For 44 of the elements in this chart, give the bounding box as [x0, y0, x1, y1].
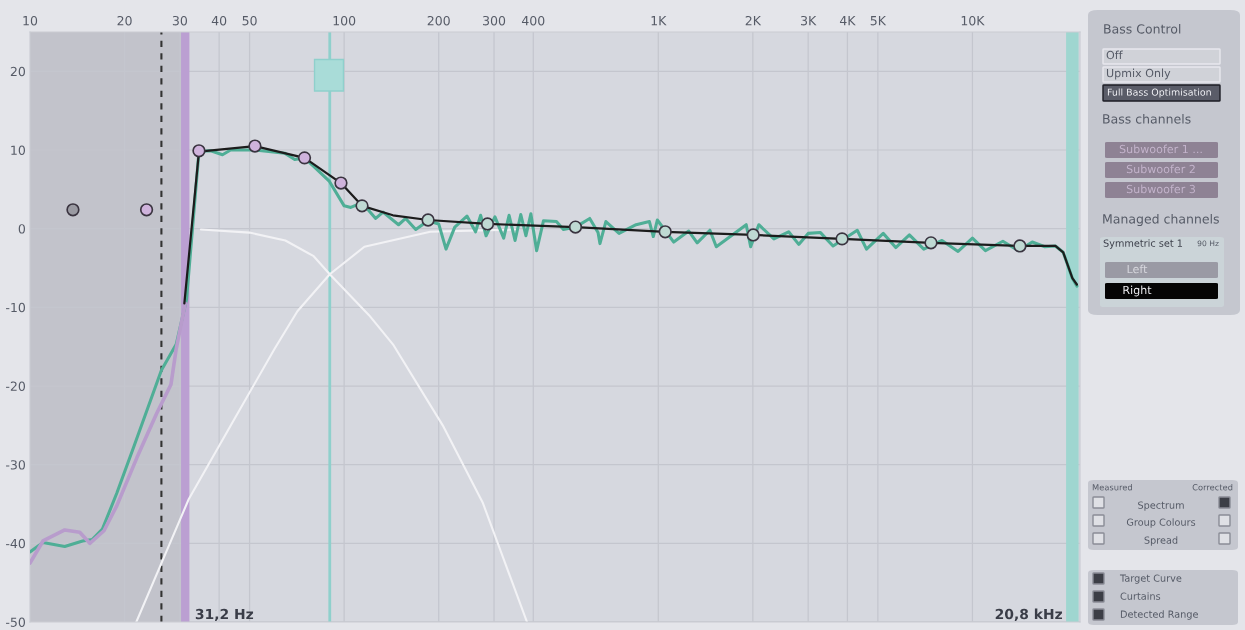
x-tick-label: 200 [427, 15, 450, 26]
y-tick-label: 20 [10, 66, 25, 77]
x-tick-label: 3K [801, 15, 817, 26]
y-tick-label: -50 [6, 617, 25, 627]
text: Target Curve [1119, 574, 1182, 584]
x-tick-label: 300 [483, 15, 506, 26]
x-tick-label: 400 [521, 15, 545, 26]
x-tick-label: 10K [961, 15, 985, 26]
ref-line-label: 31,2 Hz [195, 608, 254, 622]
x-tick-label: 4K [839, 16, 856, 26]
x-tick-label: 5K [870, 16, 887, 26]
text: Symmetric set 1 [1103, 239, 1183, 249]
text: Corrected [1192, 483, 1233, 491]
y-tick-label: 0 [18, 224, 25, 234]
text: Subwoofer 2 [1126, 164, 1195, 174]
text: Managed channels [1103, 213, 1219, 227]
text: Off [1106, 50, 1123, 60]
y-tick-label: -10 [6, 302, 25, 313]
y-tick-label: -20 [6, 381, 25, 391]
text: Measured [1092, 483, 1132, 491]
x-tick-label: 1K [651, 16, 667, 26]
x-tick-label: 10 [23, 15, 38, 26]
x-tick-label: 100 [333, 15, 356, 26]
text: Bass Control [1104, 23, 1181, 34]
text: Curtains [1120, 592, 1161, 600]
text: Spectrum [1138, 501, 1184, 511]
y-tick-label: -30 [6, 460, 25, 470]
text: Detected Range [1120, 610, 1198, 620]
x-tick-label: 20 [117, 15, 132, 26]
ref-line-label: 20,8 kHz [995, 608, 1063, 622]
x-tick-label: 40 [211, 15, 227, 26]
x-tick-label: 30 [172, 15, 188, 26]
text: Spread [1144, 536, 1178, 546]
x-tick-label: 50 [242, 15, 257, 26]
text: Right [1123, 285, 1152, 297]
text: Upmix Only [1106, 68, 1171, 80]
text: Full Bass Optimisation [1107, 88, 1211, 98]
text: Group Colours [1126, 518, 1196, 528]
y-tick-label: -40 [6, 538, 25, 549]
text: Left [1127, 264, 1148, 274]
x-tick-label: 2K [745, 15, 762, 26]
y-tick-label: 10 [11, 145, 25, 155]
text: Subwoofer 1 ... [1119, 144, 1202, 154]
text: Bass channels [1103, 113, 1191, 124]
